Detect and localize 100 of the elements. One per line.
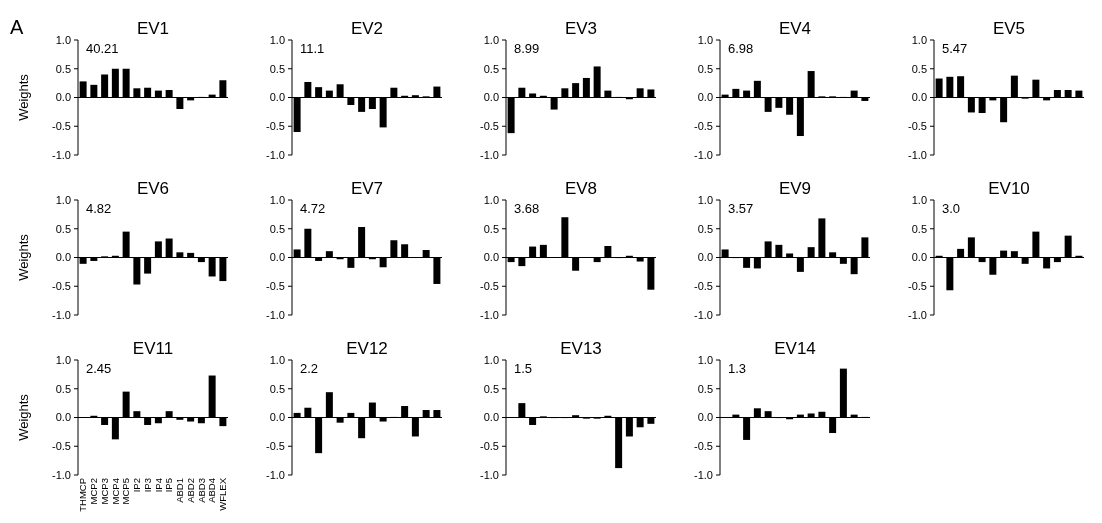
y-tick-label: 0.0 <box>483 91 499 104</box>
y-tick-label: 0.5 <box>55 382 71 395</box>
y-tick-label: 0.0 <box>55 411 71 424</box>
x-tick-label: WFLEX <box>217 477 229 511</box>
y-tick-label: -0.5 <box>52 280 71 293</box>
text: A <box>10 16 24 38</box>
y-tick-label: 0.0 <box>483 411 499 424</box>
y-tick-label: 1.0 <box>483 353 499 366</box>
chart-title: EV5 <box>992 19 1026 38</box>
y-tick-label: 0.0 <box>697 91 713 104</box>
annotation: 1.3 <box>728 361 747 376</box>
y-tick-label: -1.0 <box>52 308 71 321</box>
x-tick-label: MCP4 <box>109 478 121 505</box>
y-tick-label: 0.5 <box>911 222 927 235</box>
x-tick-label: ABD1 <box>174 478 186 503</box>
y-tick-label: 1.0 <box>269 33 285 46</box>
chart-title: EV8 <box>564 179 598 198</box>
y-tick-label: 0.0 <box>55 251 71 264</box>
y-tick-label: -1.0 <box>694 308 713 321</box>
annotation: 8.99 <box>514 41 540 56</box>
x-tick-label: IP4 <box>152 478 164 493</box>
annotation: 3.68 <box>514 201 540 216</box>
y-tick-label: -0.5 <box>908 120 927 133</box>
y-tick-label: -0.5 <box>480 120 499 133</box>
y-tick-label: -1.0 <box>480 148 499 161</box>
chart-title: EV10 <box>988 179 1030 198</box>
y-tick-label: 1.0 <box>55 33 71 46</box>
y-tick-label: 0.5 <box>483 222 499 235</box>
y-tick-label: -0.5 <box>480 280 499 293</box>
x-tick-label: THMCP <box>77 478 89 512</box>
y-tick-label: 0.0 <box>269 91 285 104</box>
chart-title: EV3 <box>564 19 598 38</box>
chart-title: EV6 <box>136 179 170 198</box>
y-tick-label: -0.5 <box>908 280 927 293</box>
y-tick-label: -0.5 <box>266 280 285 293</box>
y-tick-label: 1.0 <box>483 193 499 206</box>
chart-title: EV1 <box>136 19 170 38</box>
y-tick-label: -0.5 <box>480 440 499 453</box>
chart-title: EV12 <box>346 339 388 358</box>
y-tick-label: 0.5 <box>911 62 927 75</box>
y-tick-label: -1.0 <box>908 148 927 161</box>
annotation: 2.2 <box>300 361 319 376</box>
y-tick-label: 1.0 <box>697 33 713 46</box>
y-axis-title: Weights <box>16 73 31 121</box>
annotation: 3.0 <box>942 201 961 216</box>
y-axis-title: Weights <box>16 233 31 281</box>
y-tick-label: -0.5 <box>694 120 713 133</box>
annotation: 4.82 <box>86 201 112 216</box>
x-tick-label: ABD4 <box>206 478 218 503</box>
y-tick-label: -1.0 <box>52 468 71 481</box>
y-tick-label: 0.0 <box>269 251 285 264</box>
y-tick-label: -1.0 <box>480 308 499 321</box>
annotation: 11.1 <box>300 41 325 56</box>
chart-title: EV14 <box>774 339 816 358</box>
y-tick-label: 0.5 <box>269 382 285 395</box>
y-tick-label: -0.5 <box>266 120 285 133</box>
y-tick-label: 0.5 <box>269 62 285 75</box>
y-tick-label: 0.5 <box>55 222 71 235</box>
chart-title: EV2 <box>350 19 384 38</box>
y-tick-label: 0.5 <box>483 62 499 75</box>
y-tick-label: 1.0 <box>697 193 713 206</box>
annotation: 1.5 <box>514 361 533 376</box>
y-tick-label: 1.0 <box>483 33 499 46</box>
y-tick-label: -1.0 <box>52 148 71 161</box>
y-tick-label: -0.5 <box>52 120 71 133</box>
y-tick-label: 0.0 <box>911 91 927 104</box>
y-tick-label: -1.0 <box>694 148 713 161</box>
y-tick-label: 0.0 <box>483 251 499 264</box>
x-tick-label: IP2 <box>131 478 143 493</box>
y-tick-label: 0.5 <box>269 222 285 235</box>
annotation: 2.45 <box>86 361 112 376</box>
y-tick-label: -1.0 <box>908 308 927 321</box>
y-tick-label: 0.0 <box>697 251 713 264</box>
y-tick-label: 1.0 <box>911 33 927 46</box>
x-tick-label: ABD3 <box>195 478 207 503</box>
chart-title: EV13 <box>560 339 602 358</box>
y-tick-label: 0.0 <box>697 411 713 424</box>
y-tick-label: -0.5 <box>694 280 713 293</box>
y-tick-label: -1.0 <box>480 468 499 481</box>
x-tick-label: MCP5 <box>120 478 132 505</box>
annotation: 40.21 <box>86 41 119 56</box>
x-tick-label: MCP3 <box>98 478 110 505</box>
y-tick-label: -0.5 <box>52 440 71 453</box>
y-tick-label: -1.0 <box>266 468 285 481</box>
chart-title: EV11 <box>132 339 174 358</box>
y-tick-label: 1.0 <box>269 193 285 206</box>
chart-title: EV4 <box>778 19 812 38</box>
x-tick-label: ABD2 <box>184 478 196 503</box>
annotation: 3.57 <box>728 201 754 216</box>
x-tick-label: MCP2 <box>88 478 100 505</box>
y-tick-label: 0.0 <box>55 91 71 104</box>
y-tick-label: 0.5 <box>697 62 713 75</box>
y-tick-label: 0.5 <box>483 382 499 395</box>
y-tick-label: -0.5 <box>266 440 285 453</box>
y-tick-label: -1.0 <box>266 148 285 161</box>
annotation: 5.47 <box>942 41 968 56</box>
y-tick-label: -1.0 <box>266 308 285 321</box>
y-tick-label: 1.0 <box>55 353 71 366</box>
chart-title: EV7 <box>350 179 384 198</box>
x-tick-label: IP3 <box>141 478 153 493</box>
